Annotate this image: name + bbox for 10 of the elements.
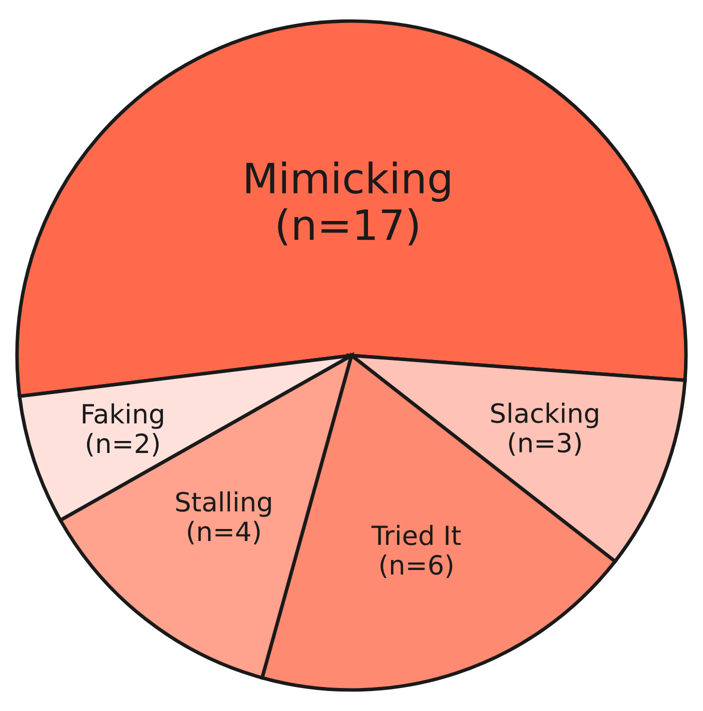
slice-label: Stalling: [176, 491, 271, 517]
slice-label: Tried It: [371, 524, 461, 546]
data-label: (n=6): [380, 554, 452, 578]
slice-label: Mimicking: [246, 162, 450, 202]
slice-label: Faking: [82, 403, 163, 429]
data-label: (n=17): [278, 208, 418, 246]
data-label: (n=3): [509, 432, 581, 456]
data-label: (n=2): [86, 432, 159, 456]
data-label: (n=4): [188, 520, 260, 544]
slice-label: Slacking: [491, 402, 598, 428]
